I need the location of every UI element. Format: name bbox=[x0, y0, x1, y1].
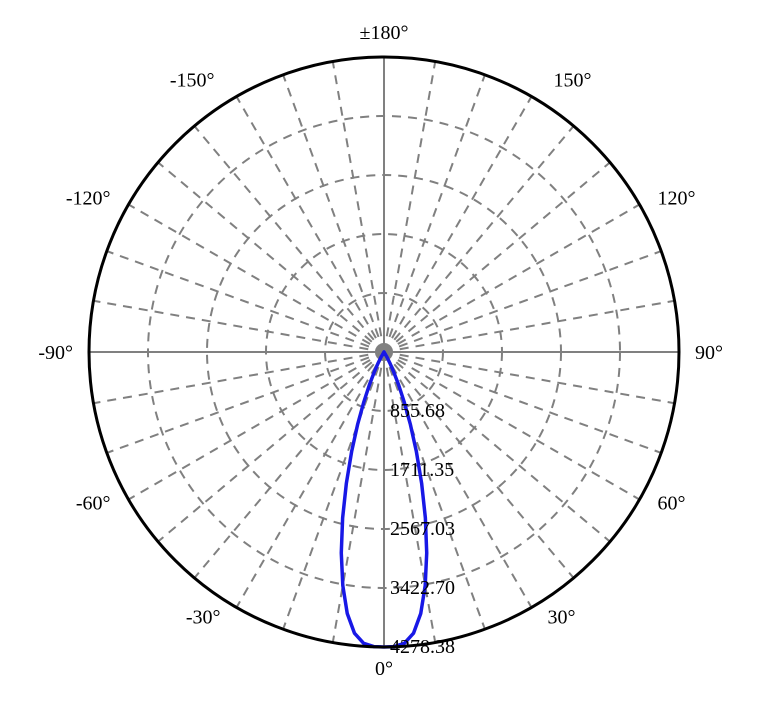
angle-tick-label: -90° bbox=[38, 342, 73, 364]
radial-tick-label: 4278.38 bbox=[390, 636, 455, 658]
radial-tick-label: 2567.03 bbox=[390, 518, 455, 540]
angle-tick-label: 120° bbox=[657, 188, 695, 210]
radial-tick-label: 1711.35 bbox=[390, 459, 454, 481]
angle-tick-label: -120° bbox=[66, 188, 111, 210]
radial-tick-label: 3422.70 bbox=[390, 577, 455, 599]
angle-tick-label: 30° bbox=[548, 606, 576, 628]
angle-tick-label: -60° bbox=[76, 493, 111, 515]
angle-tick-label: 0° bbox=[375, 658, 393, 680]
angle-tick-label: 90° bbox=[695, 342, 723, 364]
angle-tick-label: 60° bbox=[657, 493, 685, 515]
radial-tick-label: 855.68 bbox=[390, 400, 445, 422]
angle-tick-label: ±180° bbox=[360, 22, 409, 44]
angle-tick-label: -30° bbox=[186, 606, 221, 628]
polar-chart: 855.68 1711.35 2567.03 3422.70 4278.38 ±180°… bbox=[0, 0, 768, 705]
angle-tick-label: -150° bbox=[170, 70, 215, 92]
angle-tick-label: 150° bbox=[554, 70, 592, 92]
